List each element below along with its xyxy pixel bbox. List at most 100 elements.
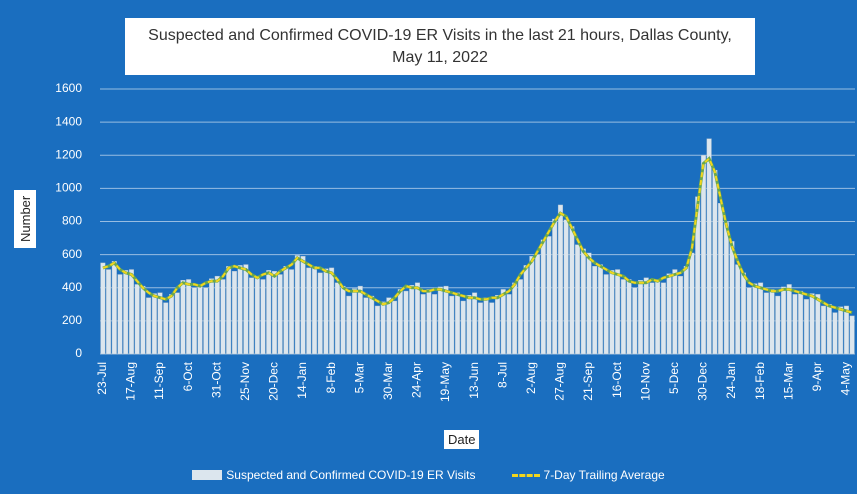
bar [397, 289, 403, 355]
bar [157, 292, 163, 355]
bar [151, 293, 157, 355]
chart-title: Suspected and Confirmed COVID-19 ER Visi… [125, 18, 755, 75]
bar [575, 244, 581, 355]
x-tick-label: 14-Jan [295, 362, 309, 399]
legend: Suspected and Confirmed COVID-19 ER Visi… [0, 468, 857, 482]
bar [580, 248, 586, 355]
bar [706, 138, 712, 355]
bar [220, 279, 226, 355]
bar [100, 262, 106, 355]
x-tick-label: 31-Oct [209, 361, 223, 398]
bar [849, 315, 855, 355]
bar [597, 264, 603, 355]
legend-label: 7-Day Trailing Average [543, 468, 665, 482]
legend-item: 7-Day Trailing Average [511, 468, 665, 482]
bar [443, 285, 449, 355]
bar [312, 266, 317, 355]
bar [735, 264, 741, 355]
bar [763, 292, 769, 355]
bar [798, 290, 804, 355]
bar [786, 284, 792, 355]
bar [809, 293, 815, 355]
bar [186, 279, 192, 355]
bar [329, 267, 335, 355]
x-tick-label: 21-Sep [581, 362, 595, 401]
bar [758, 282, 764, 355]
bar [254, 275, 260, 355]
x-tick-label: 4-May [839, 362, 853, 395]
bar [483, 297, 489, 355]
bar [449, 295, 455, 355]
x-tick-label: 17-Aug [124, 362, 138, 401]
bar [369, 295, 375, 355]
bar [289, 269, 295, 355]
x-tick-label: 20-Dec [267, 362, 281, 401]
x-axis-label: Date [444, 430, 480, 449]
x-tick-label: 11-Sep [152, 362, 166, 400]
legend-swatch [511, 473, 540, 477]
bar [106, 269, 112, 355]
bar [821, 305, 827, 355]
bar [294, 255, 300, 355]
y-tick-label: 1200 [55, 147, 82, 161]
bar [792, 294, 798, 355]
bar [357, 285, 363, 355]
y-axis-label: Number [14, 190, 36, 248]
bar [512, 282, 518, 355]
bar [689, 252, 695, 355]
y-tick-label: 800 [62, 214, 82, 228]
bar [334, 282, 340, 355]
bar [323, 268, 329, 355]
x-tick-label: 30-Mar [381, 362, 395, 400]
bar [306, 267, 312, 355]
x-tick-label: 19-May [438, 362, 452, 402]
x-tick-label: 23-Jul [95, 362, 109, 395]
bar [460, 300, 466, 355]
bar [803, 299, 809, 355]
bar [603, 274, 609, 355]
bar [346, 295, 352, 355]
bar [432, 294, 438, 355]
bar [632, 287, 638, 355]
bar [374, 305, 380, 355]
x-tick-label: 15-Mar [781, 362, 795, 400]
y-tick-label: 1400 [55, 114, 82, 128]
bar [489, 302, 495, 355]
bar [226, 266, 232, 355]
bar [723, 222, 729, 355]
bar [620, 279, 626, 355]
x-tick-label: 2-Aug [524, 362, 538, 394]
bar [683, 266, 689, 355]
bar [363, 297, 369, 355]
bar [140, 285, 146, 355]
bar [678, 275, 684, 355]
bar [352, 288, 358, 355]
legend-label: Suspected and Confirmed COVID-19 ER Visi… [226, 468, 476, 482]
bar [557, 204, 563, 355]
bar [832, 312, 838, 355]
y-tick-label: 600 [62, 247, 82, 261]
bar [495, 295, 501, 355]
bar [592, 266, 598, 355]
bar [260, 279, 266, 355]
bar [712, 169, 718, 355]
x-tick-label: 5-Dec [667, 362, 681, 394]
x-tick-label: 5-Mar [352, 362, 366, 393]
bar [197, 284, 203, 355]
bar [111, 261, 117, 355]
bar [277, 274, 283, 355]
bar [838, 306, 844, 355]
x-tick-label: 9-Apr [810, 362, 824, 391]
bar [672, 269, 678, 355]
bar [317, 272, 323, 355]
bar [231, 270, 237, 355]
bar [169, 294, 174, 355]
bar [729, 241, 735, 355]
bar [552, 218, 558, 355]
bar [569, 226, 575, 355]
bar [209, 278, 215, 355]
bar [426, 289, 432, 355]
bar [843, 305, 849, 355]
bar [203, 287, 209, 355]
